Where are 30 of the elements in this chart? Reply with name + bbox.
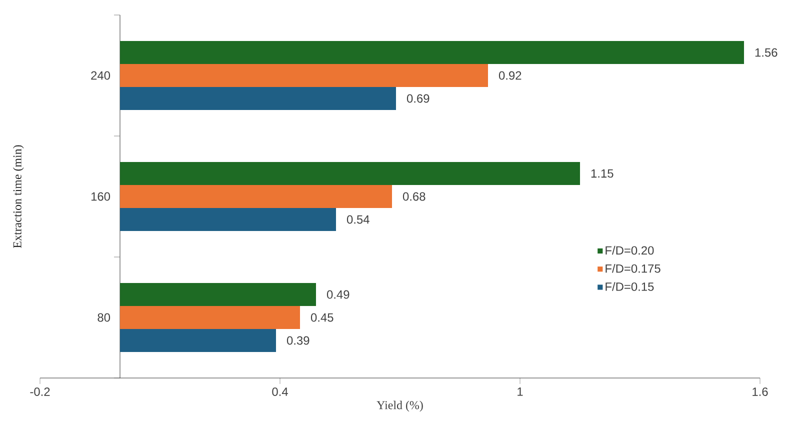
y-tick-label: 80 bbox=[98, 313, 110, 322]
legend-label: F/D=0.15 bbox=[606, 282, 654, 291]
data-label: 0.49 bbox=[326, 290, 350, 299]
bar bbox=[120, 86, 396, 110]
data-label: 0.45 bbox=[310, 313, 334, 322]
legend-label: F/D=0.20 bbox=[606, 246, 654, 255]
data-label: 0.39 bbox=[286, 336, 310, 345]
legend-label: F/D=0.175 bbox=[606, 264, 660, 273]
bar bbox=[120, 328, 276, 352]
x-tick-label: -0.2 bbox=[30, 388, 50, 396]
bar bbox=[120, 41, 744, 64]
y-tick-label: 240 bbox=[91, 71, 110, 80]
bar bbox=[120, 162, 580, 186]
x-tick-label: 1.6 bbox=[752, 388, 768, 396]
data-label: 0.54 bbox=[346, 215, 370, 224]
bar bbox=[120, 283, 316, 306]
x-tick-label: 0.4 bbox=[272, 388, 288, 396]
x-tick-label: 1 bbox=[518, 388, 523, 396]
data-label: 1.15 bbox=[591, 169, 614, 178]
bar bbox=[120, 64, 488, 87]
y-axis-title: Extraction time (min) bbox=[12, 145, 24, 248]
data-label: 0.92 bbox=[498, 71, 522, 80]
data-label: 1.56 bbox=[755, 48, 778, 57]
bar bbox=[120, 306, 300, 329]
data-label: 0.69 bbox=[406, 94, 430, 103]
y-tick-label: 160 bbox=[91, 192, 110, 201]
x-axis-title: Yield (%) bbox=[376, 400, 423, 412]
bar bbox=[120, 185, 392, 208]
bar bbox=[120, 208, 336, 231]
data-label: 0.68 bbox=[402, 192, 426, 201]
